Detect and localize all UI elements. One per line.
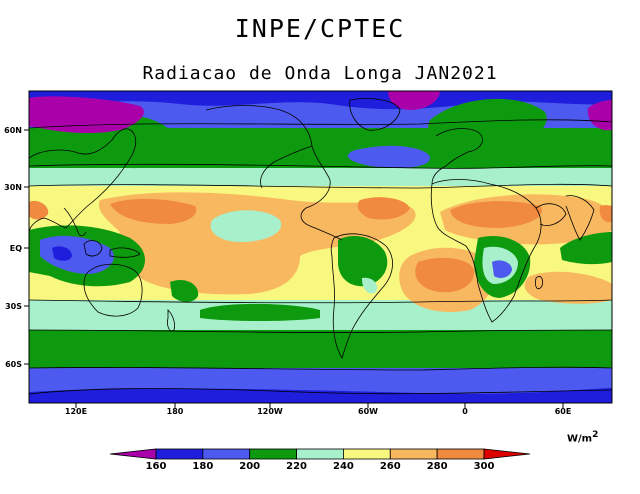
arctic-dark-blue: [29, 91, 612, 110]
lon-axis: 120E 180 120W 60W 0 60E: [65, 403, 571, 416]
lat-label: 60S: [5, 360, 22, 369]
hot-west-edge: [29, 200, 49, 220]
colorbar-segment: [343, 448, 391, 460]
congo-blue: [492, 260, 512, 278]
lat-label: 60N: [4, 126, 22, 135]
maritime-continent-blue: [40, 235, 114, 274]
sw-pacific-green: [170, 279, 199, 302]
contour-5: [29, 329, 612, 333]
colorbar-segment: [436, 448, 485, 460]
amazon-green: [338, 236, 388, 287]
coast-africa: [430, 179, 542, 323]
colorbar: [109, 448, 531, 460]
lat-axis: 60N 30N EQ 30S 60S: [4, 126, 29, 369]
coast-australia: [83, 263, 143, 317]
west-pacific-south-green: [200, 303, 320, 321]
colorbar-segment: [155, 448, 204, 460]
coast-europe: [431, 128, 483, 185]
map-title: Radiacao de Onda Longa JAN2021: [142, 63, 498, 84]
hot-sahara: [450, 201, 542, 228]
coast-south-america: [330, 233, 393, 359]
lon-label: 120W: [257, 407, 283, 416]
coastlines: [29, 98, 612, 395]
colorbar-level-label: 240: [332, 461, 354, 472]
contour-3: [29, 183, 612, 189]
lon-label: 60W: [358, 407, 378, 416]
colorbar-segment: [389, 448, 438, 460]
hot-pacific-a: [110, 198, 197, 224]
colorbar-level-label: 200: [239, 461, 261, 472]
contour-6: [29, 366, 612, 371]
hot-pacific-b: [357, 197, 410, 220]
coast-greenland: [349, 98, 401, 131]
map-fields: [29, 91, 612, 403]
coast-madagascar: [535, 276, 543, 290]
contours: [29, 119, 612, 371]
hot-south-atlantic: [415, 257, 475, 293]
coast-india: [565, 195, 595, 241]
purple-nw: [29, 96, 144, 134]
coast-borneo: [83, 240, 103, 257]
map-frame: [28, 90, 613, 404]
org-title: INPE/CPTEC: [234, 14, 406, 43]
coast-asia: [29, 128, 137, 233]
maritime-continent-dark: [52, 246, 72, 261]
contour-4: [29, 299, 612, 304]
coast-new-zealand: [167, 309, 175, 332]
lat-label: EQ: [10, 244, 22, 253]
colorbar-level-label: 180: [192, 461, 214, 472]
colorbar-low-arrow: [109, 448, 157, 460]
colorbar-level-label: 220: [286, 461, 307, 472]
south-dark-blue: [29, 388, 612, 403]
warm-south-indian: [524, 271, 612, 304]
coast-arabia: [535, 203, 567, 226]
band-south-cyan: [29, 300, 612, 332]
contour-1: [29, 119, 612, 129]
colorbar-level-label: 260: [379, 461, 401, 472]
cool-central-pacific: [210, 210, 282, 242]
purple-n-center: [388, 91, 440, 110]
coast-north-america: [205, 105, 343, 241]
lon-label: 0: [462, 407, 468, 416]
colorbar-level-label: 160: [145, 461, 167, 472]
lon-label: 120E: [65, 407, 87, 416]
colorbar-level-label: 280: [426, 461, 448, 472]
lat-label: 30S: [5, 302, 22, 311]
units-label: W/m2: [567, 430, 599, 445]
lon-label: 60E: [555, 407, 572, 416]
colorbar-level-label: 300: [473, 461, 495, 472]
purple-ne: [587, 100, 612, 131]
colorbar-segment: [249, 448, 297, 460]
indian-ocean-green: [560, 232, 612, 265]
amazon-cyan: [362, 277, 378, 294]
contour-2: [29, 163, 612, 169]
north-blue-patch: [347, 145, 430, 168]
colorbar-high-arrow: [483, 448, 531, 460]
north-green-bulge-2: [428, 98, 547, 150]
colorbar-segment: [202, 448, 251, 460]
coast-antarctica: [29, 388, 612, 395]
lon-label: 180: [167, 407, 184, 416]
hot-east-edge: [599, 205, 612, 223]
coast-indochina: [63, 207, 87, 237]
coast-new-guinea: [109, 247, 141, 258]
lat-label: 30N: [4, 183, 22, 192]
colorbar-segment: [296, 448, 344, 460]
